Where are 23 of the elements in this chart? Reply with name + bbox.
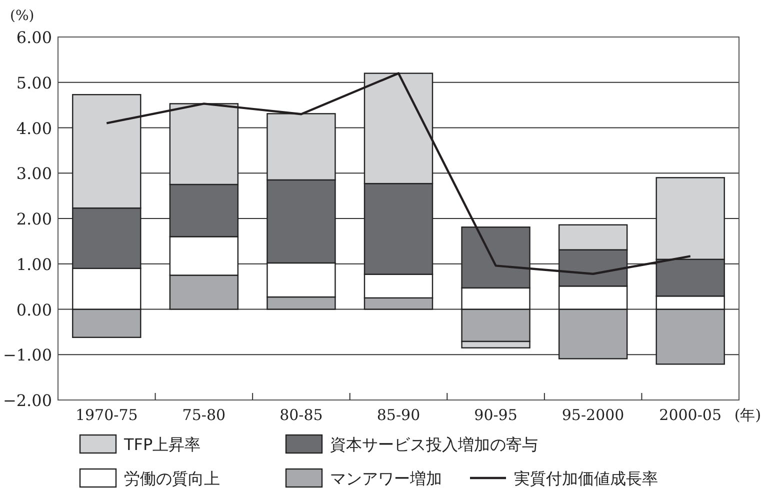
y-tick-label: 6.00: [16, 28, 52, 47]
x-tick-label: 90-95: [474, 406, 518, 424]
x-tick-label: 1970-75: [75, 406, 138, 424]
x-tick-label: 85-90: [376, 406, 420, 424]
y-tick-label: −1.00: [2, 346, 52, 365]
y-tick-label: 5.00: [16, 73, 52, 92]
legend-label: TFP上昇率: [123, 435, 201, 454]
x-tick-label: 75-80: [182, 406, 226, 424]
legend-label: 実質付加価値成長率: [514, 469, 658, 488]
y-tick-label: 0.00: [16, 300, 52, 320]
y-tick-label: 3.00: [16, 164, 52, 184]
x-tick-label: 2000-05: [659, 406, 722, 424]
legend-label: 資本サービス投入増加の寄与: [330, 435, 538, 454]
legend-label: マンアワー増加: [330, 469, 442, 488]
y-tick-label: 2.00: [16, 210, 52, 228]
x-axis-title: (年): [734, 406, 762, 424]
x-tick-label: 80-85: [280, 406, 323, 424]
y-tick-label: −2.00: [2, 391, 52, 410]
x-tick-label: 95-2000: [562, 406, 624, 424]
y-tick-label: 1.00: [16, 254, 52, 274]
y-tick-label: 4.00: [16, 118, 52, 138]
legend-label: 労働の質向上: [124, 469, 220, 488]
y-axis-title: (%): [10, 8, 34, 24]
